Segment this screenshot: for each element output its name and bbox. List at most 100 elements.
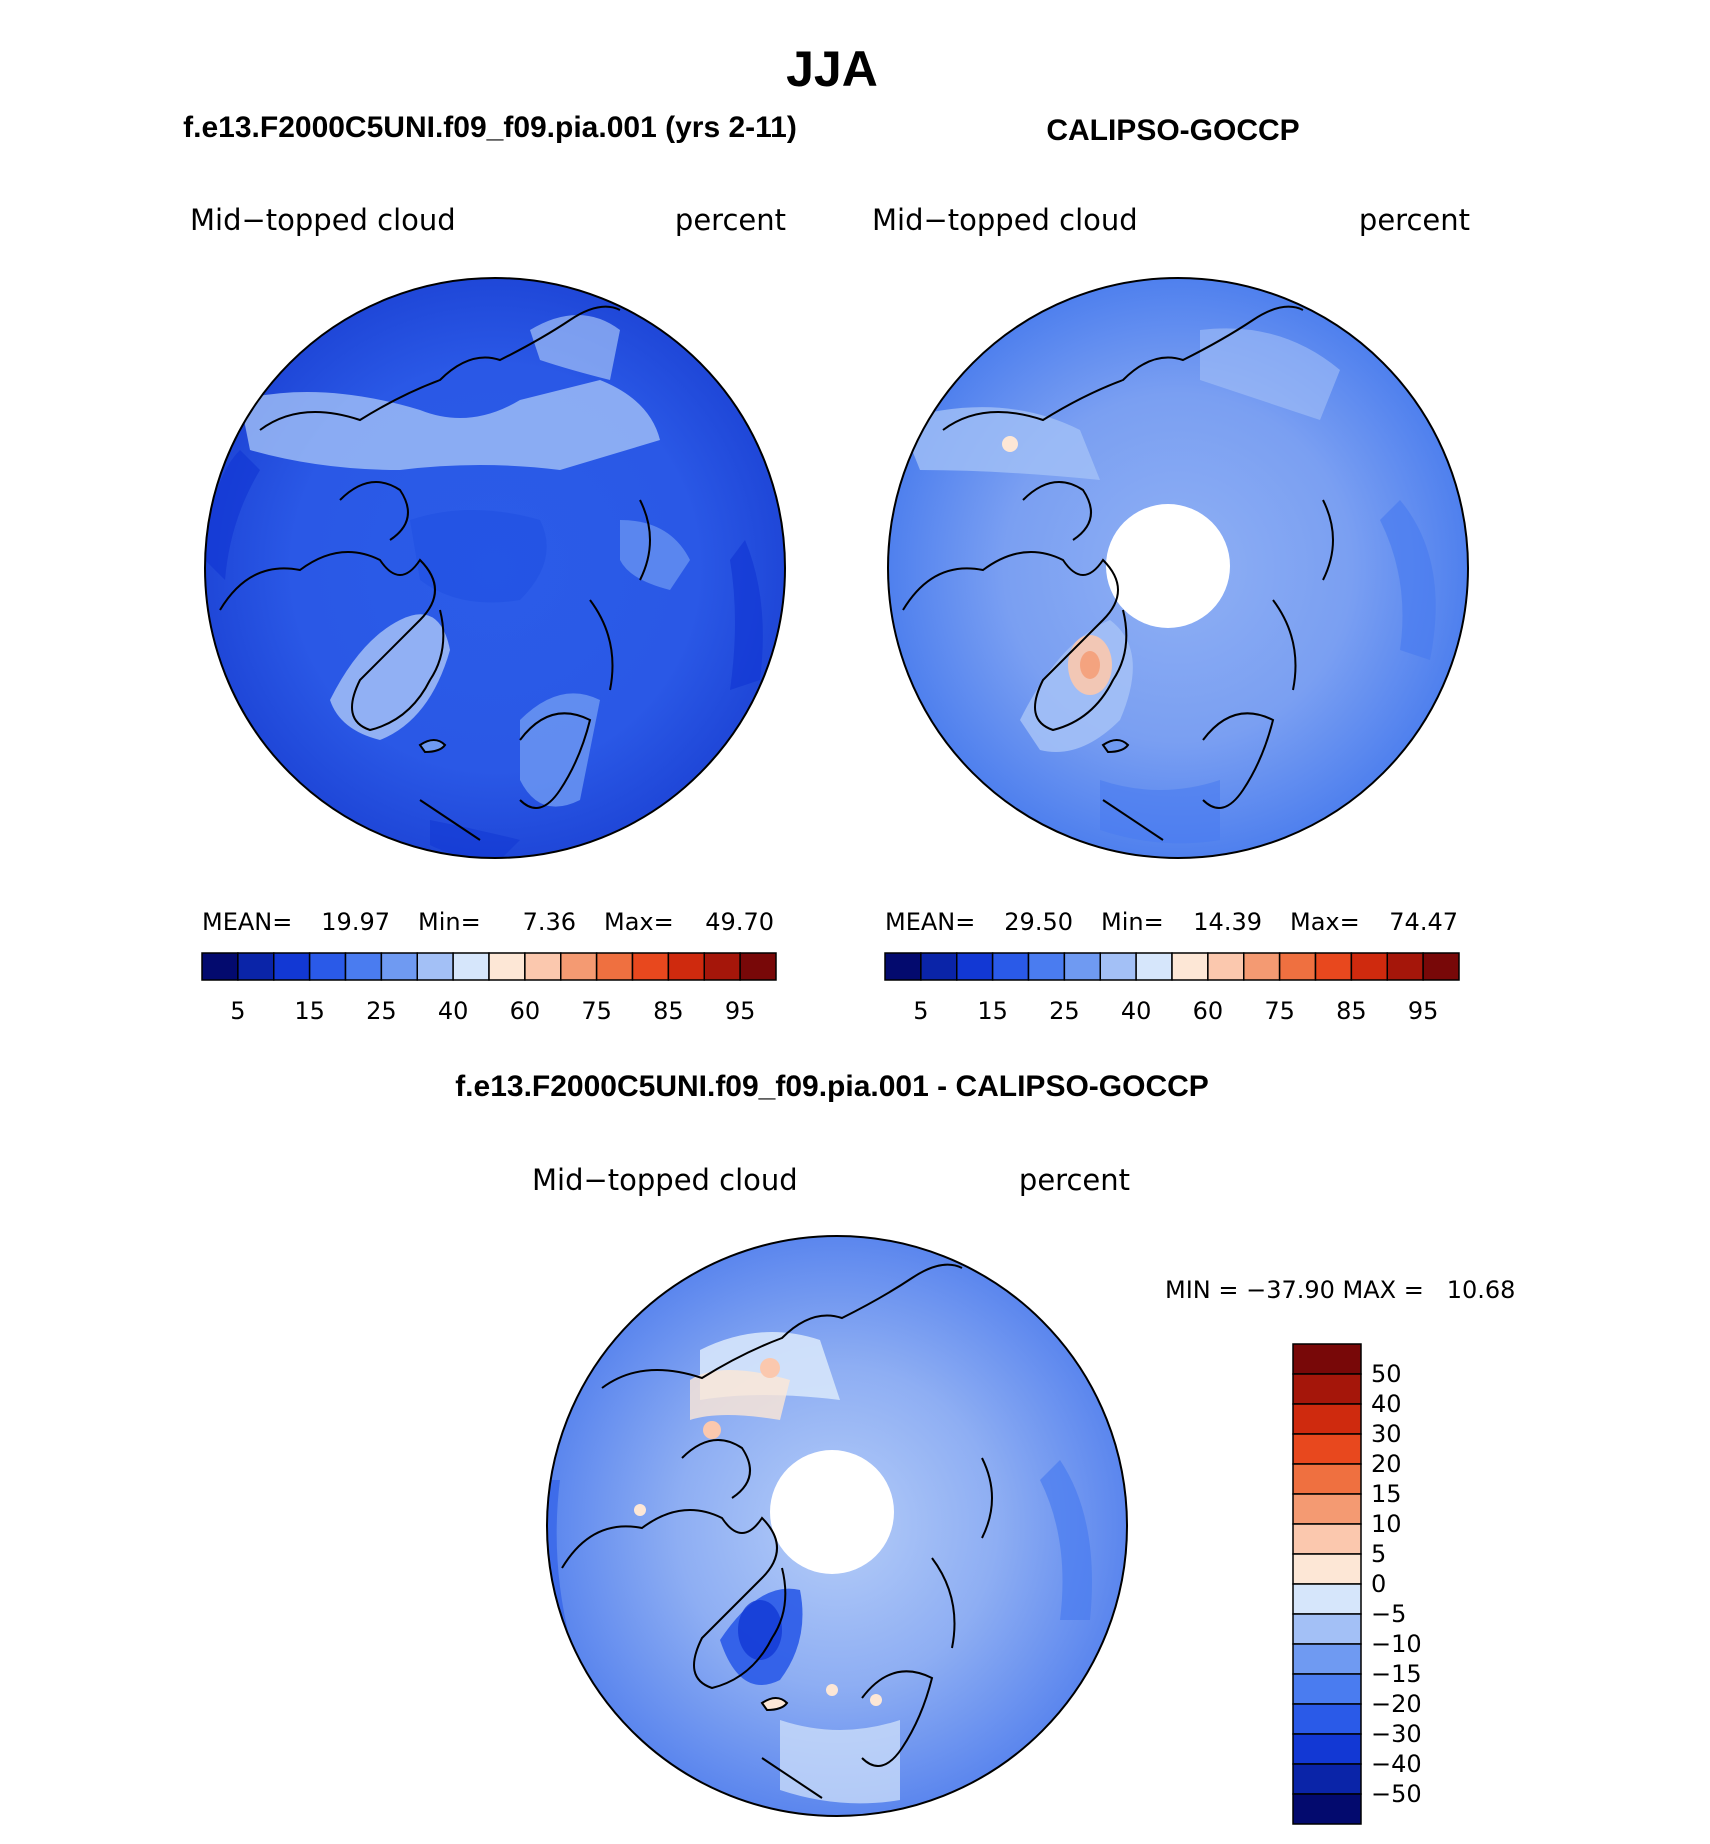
left-colorbar-swatch (703, 952, 741, 981)
left-variable-label: Mid−topped cloud (190, 203, 456, 237)
right-colorbar-label: 60 (1193, 997, 1224, 1025)
diff-colorbar-swatch (1292, 1763, 1362, 1795)
diff-colorbar-swatch (1292, 1703, 1362, 1735)
diff-colorbar-label: 50 (1371, 1360, 1402, 1388)
right-colorbar-swatch (1386, 952, 1424, 981)
diff-colorbar-label: 0 (1371, 1570, 1386, 1598)
left-mean-label: MEAN= (202, 908, 292, 936)
right-variable-label: Mid−topped cloud (872, 203, 1138, 237)
left-max-value: 49.70 (705, 908, 774, 936)
diff-colorbar-swatch (1292, 1673, 1362, 1705)
left-colorbar-label: 75 (581, 997, 612, 1025)
left-colorbar-label: 5 (230, 997, 245, 1025)
left-colorbar-swatch (452, 952, 490, 981)
left-colorbar-label: 25 (366, 997, 397, 1025)
right-colorbar-swatch (1278, 952, 1317, 981)
diff-colorbar-label: 10 (1371, 1510, 1402, 1538)
left-max-label: Max= (604, 908, 674, 936)
diff-colorbar-swatch (1292, 1433, 1362, 1465)
diff-colorbar-swatch (1292, 1493, 1362, 1525)
right-units-label: percent (1359, 203, 1470, 237)
right-colorbar-label: 25 (1049, 997, 1080, 1025)
diff-colorbar-label: −10 (1371, 1630, 1422, 1658)
diff-colorbar-swatch (1292, 1583, 1362, 1615)
diff-colorbar-label: −50 (1371, 1780, 1422, 1808)
diff-colorbar-swatch (1292, 1343, 1362, 1375)
right-colorbar-swatch (884, 952, 922, 981)
right-colorbar-label: 5 (913, 997, 928, 1025)
diff-colorbar-swatch (1292, 1373, 1362, 1405)
right-colorbar-label: 85 (1336, 997, 1367, 1025)
diff-units-label: percent (1019, 1163, 1130, 1197)
left-colorbar-swatch (524, 952, 562, 981)
diff-colorbar-swatch (1292, 1793, 1362, 1825)
diff-colorbar-label: 20 (1371, 1450, 1402, 1478)
right-colorbar: 5 15 25 40 60 75 85 95 (884, 952, 1460, 1025)
left-colorbar-swatch (201, 952, 239, 981)
left-colorbar-swatch (631, 952, 670, 981)
left-colorbar-swatch (237, 952, 275, 981)
diff-colorbar-label: −20 (1371, 1690, 1422, 1718)
right-colorbar-swatch (1099, 952, 1137, 981)
right-colorbar-swatch (1314, 952, 1353, 981)
left-colorbar: 5 15 25 40 60 75 85 95 (201, 952, 777, 1025)
left-colorbar-swatch (595, 952, 634, 981)
diff-colorbar-swatch (1292, 1403, 1362, 1435)
diff-colorbar-label: 40 (1371, 1390, 1402, 1418)
diff-colorbar-swatch (1292, 1523, 1362, 1555)
right-colorbar-swatch (1207, 952, 1245, 981)
left-colorbar-swatch (308, 952, 347, 981)
main-title: JJA (786, 41, 878, 97)
right-colorbar-swatch (1171, 952, 1209, 981)
right-colorbar-swatch (920, 952, 958, 981)
right-colorbar-label: 15 (977, 997, 1008, 1025)
right-stats: MEAN= 29.50 Min= 14.39 Max= 74.47 (885, 908, 1458, 936)
left-units-label: percent (675, 203, 786, 237)
right-panel-heading: CALIPSO-GOCCP (1046, 114, 1299, 147)
left-colorbar-label: 95 (725, 997, 756, 1025)
diff-panel-heading: f.e13.F2000C5UNI.f09_f09.pia.001 - CALIP… (455, 1070, 1209, 1103)
right-colorbar-swatch (1243, 952, 1281, 981)
left-panel-heading: f.e13.F2000C5UNI.f09_f09.pia.001 (yrs 2-… (183, 111, 797, 144)
diff-colorbar-label: −40 (1371, 1750, 1422, 1778)
left-stats: MEAN= 19.97 Min= 7.36 Max= 49.70 (202, 908, 774, 936)
diff-colorbar-label: −30 (1371, 1720, 1422, 1748)
left-colorbar-swatch (560, 952, 598, 981)
left-colorbar-swatch (739, 952, 777, 981)
right-colorbar-label: 40 (1121, 997, 1152, 1025)
left-mean-value: 19.97 (321, 908, 390, 936)
left-min-value: 7.36 (523, 908, 576, 936)
right-max-label: Max= (1290, 908, 1360, 936)
left-colorbar-label: 40 (438, 997, 469, 1025)
right-colorbar-swatch (991, 952, 1030, 981)
right-colorbar-swatch (1063, 952, 1101, 981)
left-polar-map (204, 277, 786, 859)
diff-colorbar-swatch (1292, 1553, 1362, 1585)
right-colorbar-swatch (1027, 952, 1066, 981)
left-colorbar-label: 60 (510, 997, 541, 1025)
diff-variable-label: Mid−topped cloud (532, 1163, 798, 1197)
diff-colorbar-swatch (1292, 1733, 1362, 1765)
right-colorbar-label: 95 (1408, 997, 1439, 1025)
diff-polar-map (546, 1235, 1128, 1817)
diff-colorbar-label: 15 (1371, 1480, 1402, 1508)
diff-colorbar-swatch (1292, 1643, 1362, 1675)
right-mean-value: 29.50 (1004, 908, 1073, 936)
diff-colorbar-label: −5 (1371, 1600, 1406, 1628)
left-colorbar-label: 15 (294, 997, 325, 1025)
diff-colorbar-swatch (1292, 1613, 1362, 1645)
left-colorbar-swatch (416, 952, 454, 981)
left-colorbar-label: 85 (653, 997, 684, 1025)
left-colorbar-swatch (488, 952, 526, 981)
diff-min-max: MIN = −37.90 MAX = 10.68 (1165, 1276, 1515, 1304)
diff-colorbar-swatch (1292, 1463, 1362, 1495)
right-min-value: 14.39 (1193, 908, 1262, 936)
left-colorbar-swatch (380, 952, 418, 981)
diff-colorbar-label: −15 (1371, 1660, 1422, 1688)
right-mean-label: MEAN= (885, 908, 975, 936)
right-colorbar-swatch (1422, 952, 1460, 981)
diff-colorbar-label: 5 (1371, 1540, 1386, 1568)
right-min-label: Min= (1101, 908, 1164, 936)
